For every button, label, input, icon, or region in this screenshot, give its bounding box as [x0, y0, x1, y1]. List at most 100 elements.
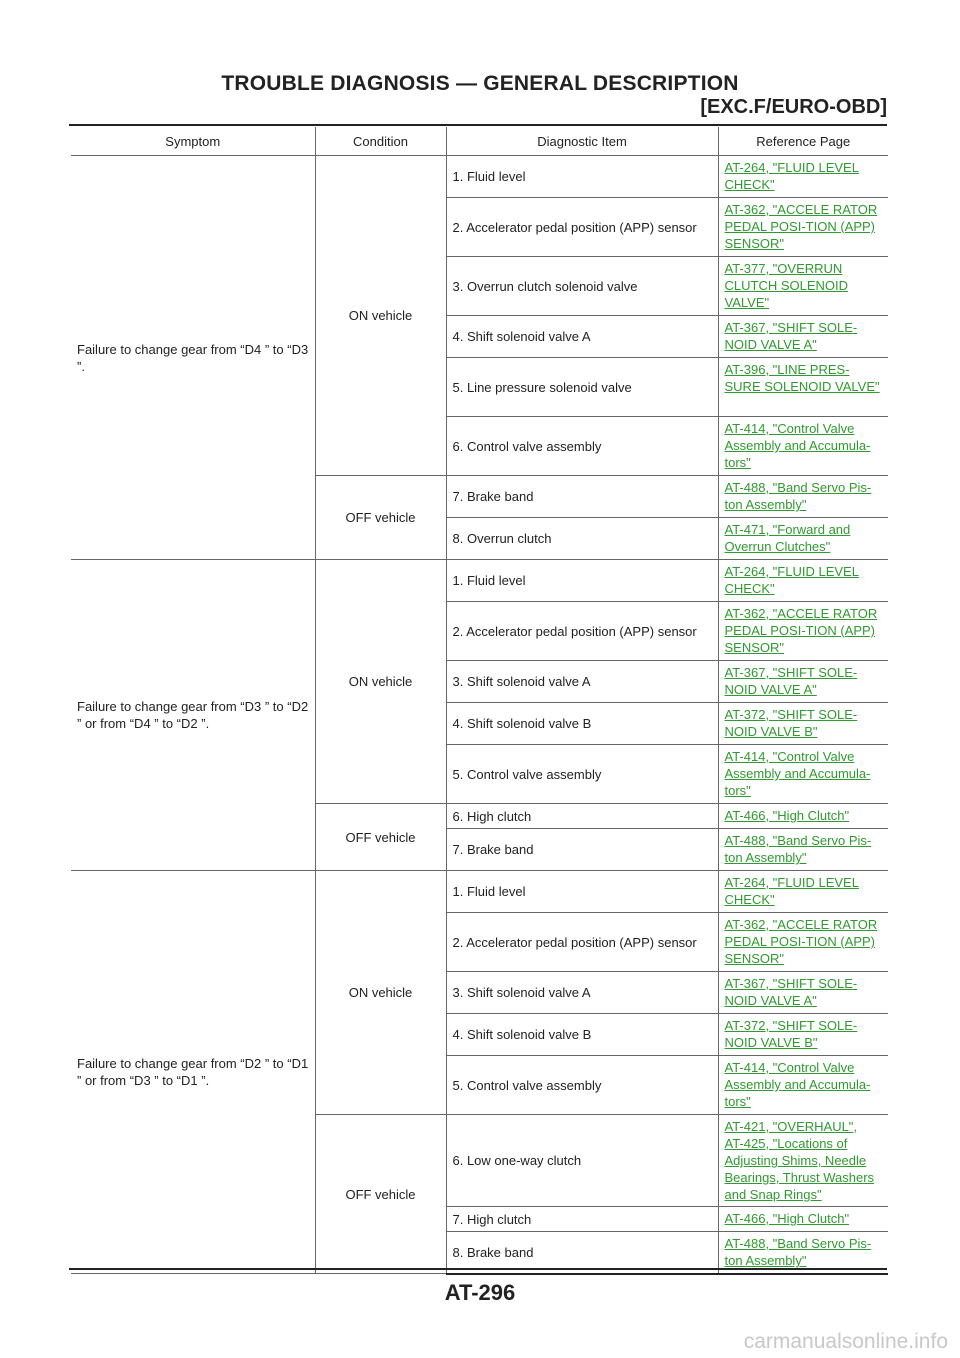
table-row: Failure to change gear from “D4 ” to “D3… [71, 155, 888, 560]
page-number: AT-296 [444, 1280, 516, 1305]
diagnostic-item-cell: 4. Shift solenoid valve B [445, 702, 718, 745]
reference-link[interactable]: AT-466, "High Clutch" [724, 808, 850, 823]
reference-link[interactable]: AT-421, "OVERHAUL", [724, 1119, 858, 1134]
table-row: 2. Accelerator pedal position (APP) sens… [71, 601, 888, 661]
reference-link[interactable]: AT-367, "SHIFT SOLE-NOID VALVE A" [724, 665, 858, 697]
diagnostic-item-cell: 1. Fluid level [445, 155, 718, 198]
reference-link[interactable]: AT-264, "FLUID LEVEL CHECK" [724, 160, 859, 192]
header-rule [69, 124, 887, 126]
reference-page-cell: AT-396, "LINE PRES-SURE SOLENOID VALVE" [717, 357, 888, 417]
table-header-row: Symptom Condition Diagnostic Item Refere… [71, 127, 888, 156]
reference-link[interactable]: AT-362, "ACCELE RATOR PEDAL POSI-TION (A… [724, 202, 878, 251]
diagnostic-item-cell: 7. Brake band [445, 828, 718, 871]
table-row: 6. Control valve assembly AT-414, "Contro… [71, 416, 888, 476]
column-header-reference-page: Reference Page [717, 127, 888, 156]
diagnostic-item-cell: 6. Control valve assembly [445, 416, 718, 476]
diagnostic-item-cell: 5. Line pressure solenoid valve [445, 357, 718, 417]
reference-link[interactable]: AT-488, "Band Servo Pis-ton Assembly" [724, 833, 872, 865]
reference-link[interactable]: AT-488, "Band Servo Pis-ton Assembly" [724, 1236, 872, 1268]
reference-link[interactable]: AT-372, "SHIFT SOLE-NOID VALVE B" [724, 1018, 858, 1050]
diagnostic-item-cell: 3. Shift solenoid valve A [445, 660, 718, 703]
reference-page-cell: AT-414, "Control Valve Assembly and Accu… [717, 744, 888, 804]
table-row: 2. Accelerator pedal position (APP) sens… [71, 197, 888, 257]
reference-link[interactable]: AT-372, "SHIFT SOLE-NOID VALVE B" [724, 707, 858, 739]
condition-cell: ON vehicle [314, 559, 446, 804]
table-row: 5. Control valve assembly AT-414, "Contro… [71, 1055, 888, 1115]
diagnostic-item-cell: 4. Shift solenoid valve B [445, 1013, 718, 1056]
reference-page-cell: AT-421, "OVERHAUL", AT-425, "Locations of… [717, 1114, 888, 1207]
reference-page-cell: AT-362, "ACCELE RATOR PEDAL POSI-TION (A… [717, 912, 888, 972]
table-row: 5. Control valve assembly AT-414, "Contro… [71, 744, 888, 804]
reference-page-cell: AT-414, "Control Valve Assembly and Accu… [717, 1055, 888, 1115]
table-row: 8. Overrun clutch AT-471, "Forward and Ov… [71, 517, 888, 560]
diagnostic-item-cell: 6. Low one-way clutch [445, 1114, 718, 1207]
reference-page-cell: AT-466, "High Clutch" [717, 803, 888, 829]
watermark: carmanualsonline.info [743, 1330, 948, 1353]
diagnostic-item-cell: 8. Brake band [445, 1231, 718, 1275]
diagnostic-item-cell: 3. Shift solenoid valve A [445, 971, 718, 1014]
table-row: OFF vehicle 6. High clutch AT-466, "High C… [71, 803, 888, 871]
table-row: 8. Brake band AT-488, "Band Servo Pis-ton… [71, 1231, 888, 1275]
condition-cell: OFF vehicle [314, 803, 446, 871]
reference-link[interactable]: AT-414, "Control Valve Assembly and Accu… [724, 749, 871, 798]
reference-link[interactable]: AT-425, "Locations of Adjusting Shims, N… [724, 1136, 875, 1202]
reference-page-cell: AT-367, "SHIFT SOLE-NOID VALVE A" [717, 660, 888, 703]
column-header-condition: Condition [314, 127, 446, 156]
table-row: 7. High clutch AT-466, "High Clutch" [71, 1206, 888, 1232]
diagnostic-item-cell: 1. Fluid level [445, 559, 718, 602]
reference-link[interactable]: AT-264, "FLUID LEVEL CHECK" [724, 564, 859, 596]
diagnostic-item-cell: 1. Fluid level [445, 870, 718, 913]
reference-link[interactable]: AT-466, "High Clutch" [724, 1211, 850, 1226]
reference-page-cell: AT-488, "Band Servo Pis-ton Assembly" [717, 828, 888, 871]
page-subtitle: [EXC.F/EURO-OBD] [700, 96, 887, 118]
table-row: 2. Accelerator pedal position (APP) sens… [71, 912, 888, 972]
reference-link[interactable]: AT-488, "Band Servo Pis-ton Assembly" [724, 480, 872, 512]
symptom-cell: Failure to change gear from “D4 ” to “D3… [71, 155, 315, 560]
reference-page-cell: AT-367, "SHIFT SOLE-NOID VALVE A" [717, 971, 888, 1014]
diagnostic-item-cell: 3. Overrun clutch solenoid valve [445, 256, 718, 316]
footer-rule [69, 1268, 887, 1270]
reference-link[interactable]: AT-367, "SHIFT SOLE-NOID VALVE A" [724, 320, 858, 352]
reference-link[interactable]: AT-471, "Forward and Overrun Clutches" [724, 522, 851, 554]
diagnostic-item-cell: 5. Control valve assembly [445, 744, 718, 804]
reference-page-cell: AT-264, "FLUID LEVEL CHECK" [717, 559, 888, 602]
diagnostic-item-cell: 2. Accelerator pedal position (APP) sens… [445, 601, 718, 661]
diagnostic-item-cell: 6. High clutch [445, 803, 718, 829]
reference-link[interactable]: AT-367, "SHIFT SOLE-NOID VALVE A" [724, 976, 858, 1008]
diagnostic-item-cell: 2. Accelerator pedal position (APP) sens… [445, 197, 718, 257]
condition-cell: OFF vehicle [314, 475, 446, 560]
reference-page-cell: AT-471, "Forward and Overrun Clutches" [717, 517, 888, 560]
table-row: 4. Shift solenoid valve A AT-367, "SHIFT … [71, 315, 888, 358]
reference-page-cell: AT-372, "SHIFT SOLE-NOID VALVE B" [717, 1013, 888, 1056]
table-row: 5. Line pressure solenoid valve AT-396, "… [71, 357, 888, 417]
reference-page-cell: AT-362, "ACCELE RATOR PEDAL POSI-TION (A… [717, 601, 888, 661]
reference-page-cell: AT-488, "Band Servo Pis-ton Assembly" [717, 475, 888, 518]
reference-link[interactable]: AT-362, "ACCELE RATOR PEDAL POSI-TION (A… [724, 606, 878, 655]
diagnostic-item-cell: 5. Control valve assembly [445, 1055, 718, 1115]
reference-link[interactable]: AT-362, "ACCELE RATOR PEDAL POSI-TION (A… [724, 917, 878, 966]
diagnostic-item-cell: 4. Shift solenoid valve A [445, 315, 718, 358]
diagnostic-item-cell: 7. High clutch [445, 1206, 718, 1232]
reference-page-cell: AT-466, "High Clutch" [717, 1206, 888, 1232]
reference-page-cell: AT-414, "Control Valve Assembly and Accu… [717, 416, 888, 476]
table-row: 3. Shift solenoid valve A AT-367, "SHIFT … [71, 660, 888, 703]
reference-page-cell: AT-372, "SHIFT SOLE-NOID VALVE B" [717, 702, 888, 745]
reference-link[interactable]: AT-396, "LINE PRES-SURE SOLENOID VALVE" [724, 362, 880, 394]
page-title: TROUBLE DIAGNOSIS — GENERAL DESCRIPTION [221, 72, 739, 95]
condition-cell: OFF vehicle [314, 1114, 446, 1274]
condition-cell: ON vehicle [314, 870, 446, 1115]
reference-page-cell: AT-264, "FLUID LEVEL CHECK" [717, 155, 888, 198]
table-row: Failure to change gear from “D2 ” to “D1… [71, 870, 888, 1274]
table-row: OFF vehicle 6. Low one-way clutch AT-421, … [71, 1114, 888, 1274]
reference-link[interactable]: AT-377, "OVERRUN CLUTCH SOLENOID VALVE" [724, 261, 849, 310]
diagnostic-item-cell: 8. Overrun clutch [445, 517, 718, 560]
reference-page-cell: AT-367, "SHIFT SOLE-NOID VALVE A" [717, 315, 888, 358]
reference-page-cell: AT-377, "OVERRUN CLUTCH SOLENOID VALVE" [717, 256, 888, 316]
column-header-symptom: Symptom [71, 127, 315, 156]
reference-link[interactable]: AT-414, "Control Valve Assembly and Accu… [724, 1060, 871, 1109]
reference-link[interactable]: AT-264, "FLUID LEVEL CHECK" [724, 875, 859, 907]
reference-link[interactable]: AT-414, "Control Valve Assembly and Accu… [724, 421, 871, 470]
table-row: Failure to change gear from “D3 ” to “D2… [71, 559, 888, 871]
reference-page-cell: AT-488, "Band Servo Pis-ton Assembly" [717, 1231, 888, 1275]
table-row: OFF vehicle 7. Brake band AT-488, "Band Se… [71, 475, 888, 560]
